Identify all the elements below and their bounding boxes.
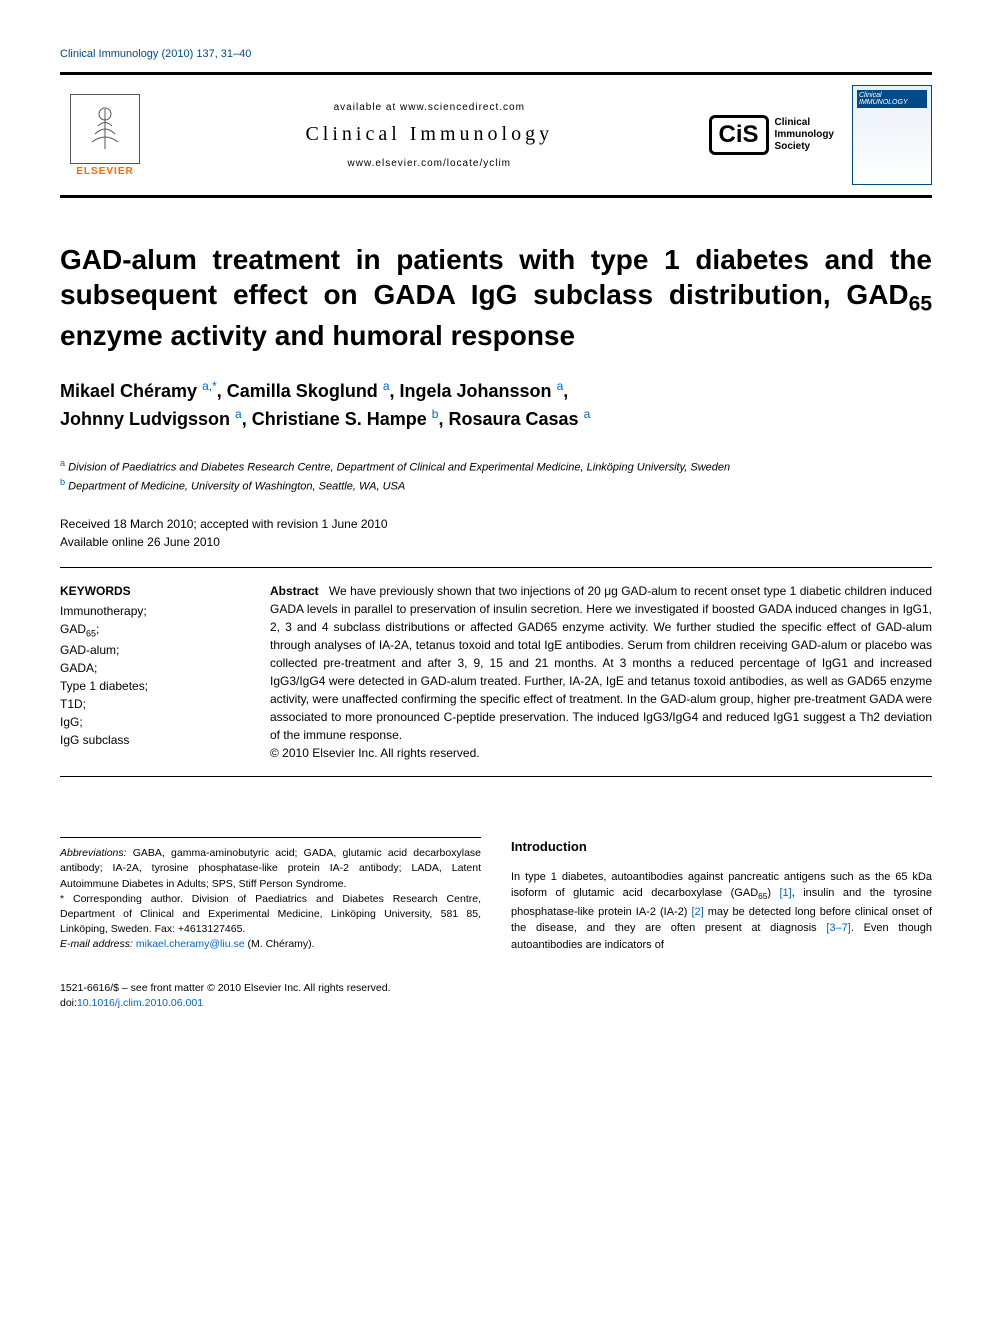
doi-block: 1521-6616/$ – see front matter © 2010 El… [60,981,932,1010]
doi-label: doi: [60,997,77,1009]
keywords-head: KEYWORDS [60,582,240,600]
introduction-body: In type 1 diabetes, autoantibodies again… [511,869,932,954]
email-label: E-mail address: [60,938,133,950]
masthead: ELSEVIER available at www.sciencedirect.… [60,72,932,198]
article-title: GAD-alum treatment in patients with type… [60,242,932,353]
abbrev-label: Abbreviations: [60,847,127,859]
corresponding-footnote: * Corresponding author. Division of Paed… [60,892,481,938]
title-text: enzyme activity and humoral response [60,320,575,351]
intro-text: ) [767,887,779,899]
doi-link[interactable]: 10.1016/j.clim.2010.06.001 [77,997,203,1009]
abbreviations-footnote: Abbreviations: GABA, gamma-aminobutyric … [60,846,481,892]
email-footnote: E-mail address: mikael.cheramy@liu.se (M… [60,937,481,952]
author: Christiane S. Hampe b [252,409,439,429]
cis-line: Immunology [775,129,834,141]
author: Rosaura Casas a [448,409,590,429]
journal-cover-thumb: Clinical IMMUNOLOGY [852,85,932,185]
affiliation-a: a Division of Paediatrics and Diabetes R… [60,457,932,476]
publisher-name: ELSEVIER [76,166,133,177]
elsevier-logo: ELSEVIER [60,94,150,177]
keyword-item: GADA; [60,659,240,677]
footnote-divider [60,837,481,838]
cover-label: Clinical IMMUNOLOGY [857,90,927,108]
keyword-item: T1D; [60,695,240,713]
keywords-abstract-block: KEYWORDS Immunotherapy;GAD65;GAD-alum;GA… [60,567,932,777]
author: Johnny Ludvigsson a [60,409,242,429]
affiliation-text: Department of Medicine, University of Wa… [68,481,405,493]
cis-logo-icon: CiS [709,115,769,155]
left-column: Abbreviations: GABA, gamma-aminobutyric … [60,837,481,953]
abstract-copyright: © 2010 Elsevier Inc. All rights reserved… [270,744,932,762]
right-column: Introduction In type 1 diabetes, autoant… [511,837,932,953]
citation-link[interactable]: [3–7] [826,922,850,934]
affiliation-text: Division of Paediatrics and Diabetes Res… [68,462,730,474]
keyword-item: Type 1 diabetes; [60,677,240,695]
article-dates: Received 18 March 2010; accepted with re… [60,515,932,551]
intro-subscript: 65 [758,892,767,901]
title-text: GAD-alum treatment in patients with type… [60,244,932,310]
body-columns: Abbreviations: GABA, gamma-aminobutyric … [60,837,932,953]
affiliation-b: b Department of Medicine, University of … [60,476,932,495]
keywords: KEYWORDS Immunotherapy;GAD65;GAD-alum;GA… [60,582,240,762]
affiliations: a Division of Paediatrics and Diabetes R… [60,457,932,495]
introduction-head: Introduction [511,837,932,857]
citation-link[interactable]: [1] [779,887,791,899]
author-list: Mikael Chéramy a,*, Camilla Skoglund a, … [60,377,932,433]
author: Mikael Chéramy a,* [60,381,217,401]
abstract-body: We have previously shown that two inject… [270,584,932,742]
author: Camilla Skoglund a [227,381,390,401]
cis-text: Clinical Immunology Society [775,117,834,153]
cis-line: Clinical [775,117,834,129]
doi-line: doi:10.1016/j.clim.2010.06.001 [60,996,932,1011]
title-subscript: 65 [909,293,932,316]
author: Ingela Johansson a [400,381,564,401]
journal-url: www.elsevier.com/locate/yclim [168,158,691,169]
date-received: Received 18 March 2010; accepted with re… [60,515,932,533]
running-head: Clinical Immunology (2010) 137, 31–40 [60,48,932,60]
date-online: Available online 26 June 2010 [60,533,932,551]
abstract: Abstract We have previously shown that t… [270,582,932,762]
availability-line: available at www.sciencedirect.com [168,102,691,113]
keywords-list: Immunotherapy;GAD65;GAD-alum;GADA;Type 1… [60,602,240,749]
elsevier-tree-icon [70,94,140,164]
journal-name: Clinical Immunology [168,123,691,146]
front-matter-line: 1521-6616/$ – see front matter © 2010 El… [60,981,932,996]
keyword-item: Immunotherapy; [60,602,240,620]
cis-society-block: CiS Clinical Immunology Society [709,115,834,155]
email-link[interactable]: mikael.cheramy@liu.se [136,938,245,950]
keyword-item: IgG; [60,713,240,731]
citation-link[interactable]: [2] [691,906,703,918]
keyword-item: GAD65; [60,620,240,641]
keyword-item: IgG subclass [60,731,240,749]
cis-line: Society [775,141,834,153]
email-tail: (M. Chéramy). [245,938,315,950]
abstract-label: Abstract [270,584,319,598]
masthead-center: available at www.sciencedirect.com Clini… [168,102,691,169]
keyword-item: GAD-alum; [60,641,240,659]
